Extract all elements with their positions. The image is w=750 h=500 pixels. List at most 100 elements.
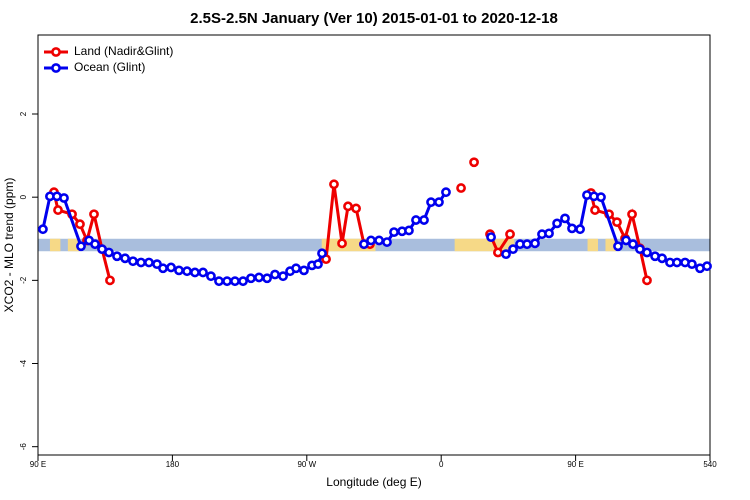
data-point bbox=[222, 276, 232, 287]
data-point bbox=[270, 269, 280, 280]
data-point bbox=[627, 209, 637, 220]
data-point bbox=[657, 253, 667, 264]
data-point bbox=[560, 213, 570, 224]
x-tick-label: 0 bbox=[439, 460, 444, 469]
y-axis-label: XCO2 - MLO trend (ppm) bbox=[2, 178, 16, 313]
data-point bbox=[329, 179, 339, 190]
plot-frame bbox=[37, 34, 711, 456]
data-point bbox=[544, 228, 554, 239]
data-point bbox=[505, 229, 515, 240]
chart-title: 2.5S-2.5N January (Ver 10) 2015-01-01 to… bbox=[190, 10, 558, 27]
data-point bbox=[246, 273, 256, 284]
data-point bbox=[59, 193, 69, 203]
data-point bbox=[337, 238, 347, 249]
data-point bbox=[254, 272, 264, 283]
band-segment bbox=[49, 238, 61, 252]
series-line bbox=[41, 191, 708, 283]
data-point bbox=[278, 271, 288, 282]
data-point bbox=[426, 197, 436, 208]
data-point bbox=[687, 259, 697, 270]
data-point bbox=[190, 267, 200, 278]
data-point bbox=[166, 262, 176, 273]
data-point bbox=[182, 266, 192, 277]
data-point bbox=[456, 183, 466, 193]
data-point bbox=[262, 273, 272, 284]
data-point bbox=[90, 239, 100, 250]
data-point bbox=[38, 224, 48, 235]
data-point bbox=[214, 276, 224, 287]
data-point bbox=[596, 192, 606, 203]
data-point bbox=[174, 265, 184, 276]
data-point bbox=[522, 239, 532, 250]
data-point bbox=[508, 244, 518, 255]
data-point bbox=[628, 239, 638, 250]
band-segment bbox=[67, 238, 80, 252]
data-point bbox=[76, 241, 86, 252]
data-point bbox=[359, 239, 369, 250]
data-point bbox=[404, 225, 414, 236]
data-point bbox=[642, 275, 652, 286]
y-tick-label: -4 bbox=[19, 359, 28, 367]
y-tick-label: -6 bbox=[19, 443, 28, 451]
data-point bbox=[136, 257, 146, 268]
legend-label: Land (Nadir&Glint) bbox=[74, 44, 173, 58]
data-point bbox=[530, 238, 540, 249]
legend-label: Ocean (Glint) bbox=[74, 60, 145, 74]
data-point bbox=[313, 259, 323, 270]
data-point bbox=[441, 187, 451, 198]
data-point bbox=[493, 247, 503, 258]
data-point bbox=[75, 219, 85, 230]
data-point bbox=[105, 275, 115, 286]
data-point bbox=[486, 232, 496, 242]
data-point bbox=[575, 224, 585, 235]
data-point bbox=[89, 209, 99, 220]
x-tick-label: 540 bbox=[703, 460, 717, 469]
data-point bbox=[144, 257, 154, 268]
data-point bbox=[351, 203, 361, 214]
y-tick-label: 0 bbox=[19, 194, 28, 199]
data-point bbox=[469, 157, 479, 168]
y-tick-label: -2 bbox=[19, 276, 28, 284]
data-point bbox=[419, 215, 429, 225]
data-point bbox=[343, 201, 353, 212]
data-point bbox=[198, 267, 208, 278]
x-tick-label: 180 bbox=[166, 460, 180, 469]
data-point bbox=[104, 247, 114, 258]
data-point bbox=[291, 263, 301, 274]
data-point bbox=[672, 257, 682, 268]
data-point bbox=[389, 227, 399, 238]
data-point bbox=[128, 256, 138, 267]
data-point bbox=[621, 235, 631, 246]
data-point bbox=[299, 265, 309, 276]
data-point bbox=[702, 261, 712, 272]
data-point bbox=[366, 235, 376, 246]
x-tick-label: 90 E bbox=[567, 460, 583, 469]
data-point bbox=[434, 197, 444, 208]
data-point bbox=[642, 247, 652, 258]
data-point bbox=[382, 237, 392, 247]
data-point bbox=[120, 253, 130, 264]
band-segment bbox=[587, 238, 598, 252]
legend-marker bbox=[51, 47, 61, 57]
y-tick-label: 2 bbox=[19, 111, 28, 116]
data-point bbox=[374, 235, 384, 246]
data-point bbox=[53, 205, 63, 215]
data-point bbox=[590, 205, 600, 215]
data-point bbox=[501, 249, 511, 260]
x-axis-label: Longitude (deg E) bbox=[326, 475, 421, 489]
data-point bbox=[230, 276, 240, 287]
data-point bbox=[567, 223, 577, 234]
data-point bbox=[411, 215, 421, 225]
x-tick-label: 90 E bbox=[30, 460, 46, 469]
data-point bbox=[317, 248, 327, 259]
data-point bbox=[613, 241, 623, 252]
x-tick-label: 90 W bbox=[297, 460, 316, 469]
data-point bbox=[612, 217, 622, 228]
data-point bbox=[238, 276, 248, 287]
band-segment bbox=[605, 238, 616, 252]
data-point bbox=[112, 251, 122, 262]
legend-marker bbox=[51, 63, 61, 73]
data-point bbox=[552, 218, 562, 229]
data-point bbox=[206, 271, 216, 282]
